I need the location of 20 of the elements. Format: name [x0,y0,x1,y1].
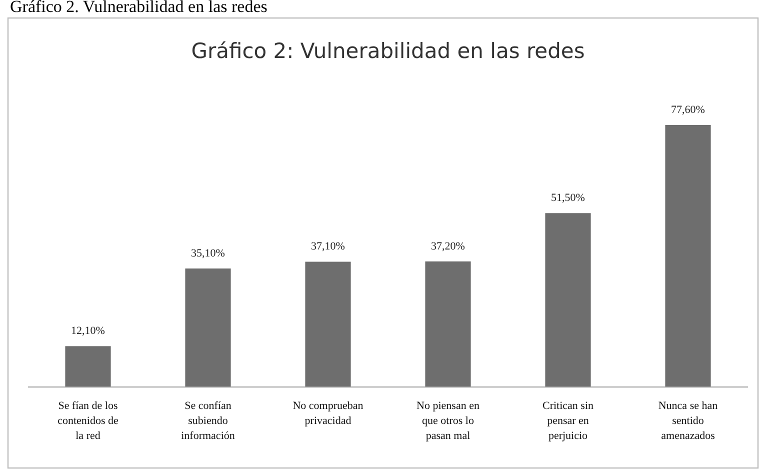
bar [185,268,231,387]
x-tick-label: Se fían de los contenidos de la red [58,400,119,442]
bar [665,125,711,387]
text: Gráfico 2. Vulnerabilidad en las redes [10,0,268,16]
bar [545,213,591,387]
x-tick-label: No comprueban privacidad [292,400,364,427]
x-tick-label: Critican sin pensar en perjuicio [542,400,594,442]
x-tick-label: Nunca se han sentido amenazados [658,400,718,442]
data-label: 37,10% [311,240,345,253]
bar [305,262,351,387]
data-label: 37,20% [431,240,465,252]
data-label: 35,10% [191,247,225,260]
chart-title: Gráfico 2: Vulnerabilidad en las redes [191,39,585,63]
bar [65,346,111,387]
x-tick-label: No piensan en que otros lo pasan mal [416,400,480,442]
data-label: 51,50% [551,192,585,204]
x-tick-label: Se confían subiendo información [181,400,236,442]
data-label: 12,10% [71,325,105,338]
bar [425,261,471,387]
data-label: 77,60% [671,104,705,116]
